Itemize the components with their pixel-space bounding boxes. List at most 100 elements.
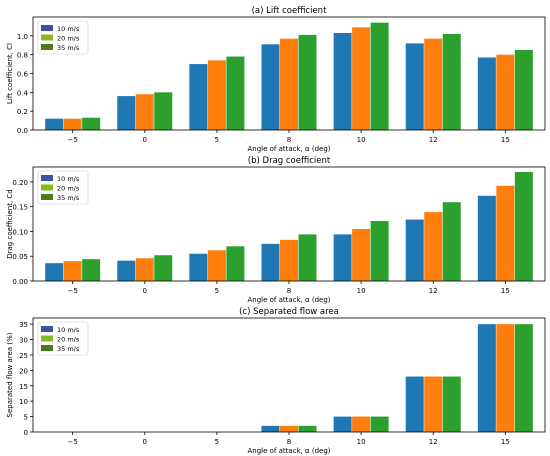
chart-title-c: (c) Separated flow area <box>239 307 339 317</box>
legend-swatch-c-0 <box>41 326 53 332</box>
bar-b-s2-c1 <box>154 255 173 281</box>
bar-a-s2-c6 <box>514 49 533 130</box>
bar-a-s0-c6 <box>477 57 496 130</box>
bar-a-s1-c1 <box>135 94 154 130</box>
legend-label-a-1: 20 m/s <box>57 35 80 43</box>
bar-a-s2-c3 <box>298 34 317 130</box>
bar-a-s2-c1 <box>154 92 173 130</box>
bar-c-s1-c6 <box>496 324 515 432</box>
legend-label-b-1: 20 m/s <box>57 185 80 193</box>
x-tick-label-c-3: 8 <box>287 438 291 446</box>
chart-title-a: (a) Lift coefficient <box>252 6 327 16</box>
y-tick-label-a-0: 0.0 <box>17 127 28 135</box>
x-tick-label-a-3: 8 <box>287 136 291 144</box>
y-tick-label-a-1: 0.2 <box>17 108 28 116</box>
x-axis-label-c: Angle of attack, α (deg) <box>247 447 330 455</box>
bar-b-s0-c5 <box>405 219 424 281</box>
legend-swatch-a-0 <box>41 25 53 31</box>
bar-a-s1-c6 <box>496 54 515 130</box>
legend-label-b-2: 35 m/s <box>57 194 80 202</box>
y-tick-label-c-7: 35 <box>19 321 28 329</box>
bar-b-s0-c0 <box>45 263 64 281</box>
x-tick-label-a-1: 0 <box>143 136 147 144</box>
x-tick-label-b-6: 15 <box>501 287 510 295</box>
legend-label-b-0: 10 m/s <box>57 175 80 183</box>
bar-a-s2-c2 <box>226 56 245 130</box>
y-tick-label-c-1: 5 <box>24 414 28 422</box>
bar-c-s0-c3 <box>261 425 280 432</box>
bar-a-s0-c2 <box>189 64 208 130</box>
bar-b-s2-c5 <box>442 202 461 281</box>
x-tick-label-c-2: 5 <box>215 438 219 446</box>
bar-b-s0-c3 <box>261 243 280 281</box>
bar-c-s2-c3 <box>298 425 317 432</box>
x-tick-label-a-6: 15 <box>501 136 510 144</box>
bar-c-s0-c4 <box>333 416 352 432</box>
y-tick-label-b-3: 0.15 <box>12 204 28 212</box>
legend-swatch-b-2 <box>41 194 53 200</box>
bar-a-s1-c4 <box>352 27 371 130</box>
bar-a-s0-c0 <box>45 118 64 130</box>
bar-b-s0-c2 <box>189 253 208 281</box>
y-tick-label-c-6: 30 <box>19 337 28 345</box>
x-tick-label-a-4: 10 <box>357 136 366 144</box>
legend-swatch-b-0 <box>41 175 53 181</box>
y-tick-label-c-0: 0 <box>24 429 28 437</box>
x-tick-label-b-2: 5 <box>215 287 219 295</box>
y-tick-label-a-4: 0.8 <box>17 52 28 60</box>
bar-a-s0-c1 <box>117 96 136 130</box>
bar-b-s2-c2 <box>226 246 245 281</box>
x-tick-label-c-0: −5 <box>67 438 77 446</box>
legend-swatch-a-2 <box>41 44 53 50</box>
x-axis-label-b: Angle of attack, α (deg) <box>247 296 330 304</box>
bar-b-s1-c1 <box>135 258 154 281</box>
x-tick-label-b-1: 0 <box>143 287 147 295</box>
y-tick-label-a-2: 0.4 <box>17 89 29 97</box>
legend-label-c-1: 20 m/s <box>57 336 80 344</box>
bar-c-s0-c6 <box>477 324 496 432</box>
legend-swatch-b-1 <box>41 184 53 191</box>
bar-b-s2-c4 <box>370 221 389 281</box>
bar-b-s1-c2 <box>207 250 226 281</box>
bar-b-s1-c3 <box>280 239 298 281</box>
x-tick-label-c-6: 15 <box>501 438 510 446</box>
y-tick-label-c-3: 15 <box>19 383 28 391</box>
x-tick-label-b-3: 8 <box>287 287 291 295</box>
bar-a-s1-c2 <box>207 60 226 130</box>
bar-c-s2-c4 <box>370 416 389 432</box>
legend-swatch-c-2 <box>41 345 53 351</box>
x-tick-label-b-0: −5 <box>67 287 77 295</box>
bar-c-s2-c5 <box>442 376 461 432</box>
bar-c-s2-c6 <box>514 324 533 432</box>
y-tick-label-c-2: 10 <box>19 398 28 406</box>
plot-frame-c <box>32 317 546 433</box>
x-tick-label-a-2: 5 <box>215 136 219 144</box>
bar-c-s1-c3 <box>280 425 298 432</box>
y-tick-label-b-0: 0.00 <box>12 278 28 286</box>
y-tick-label-b-2: 0.10 <box>12 228 28 236</box>
bar-b-s0-c1 <box>117 260 136 281</box>
bar-a-s2-c5 <box>442 33 461 131</box>
bar-b-s2-c3 <box>298 234 317 281</box>
y-axis-label-b: Drag coefficient, Cd <box>6 189 14 259</box>
bar-c-s1-c5 <box>424 376 443 432</box>
y-tick-label-b-4: 0.20 <box>12 179 28 187</box>
bar-c-s0-c5 <box>405 376 424 432</box>
x-tick-label-b-5: 12 <box>429 287 438 295</box>
bar-b-s0-c4 <box>333 234 352 281</box>
bar-a-s2-c4 <box>370 22 389 130</box>
bar-a-s0-c4 <box>333 33 352 131</box>
legend-label-a-0: 10 m/s <box>57 25 80 33</box>
y-tick-label-c-4: 20 <box>19 367 28 375</box>
bar-b-s1-c5 <box>424 212 443 281</box>
bar-b-s0-c6 <box>477 195 496 281</box>
legend-label-c-0: 10 m/s <box>57 326 80 334</box>
bar-a-s0-c3 <box>261 44 280 131</box>
legend-swatch-a-1 <box>41 34 53 41</box>
chart-title-b: (b) Drag coefficient <box>248 156 331 166</box>
y-axis-label-c: Separated flow area (%) <box>6 332 14 417</box>
x-tick-label-c-4: 10 <box>357 438 366 446</box>
bar-a-s1-c0 <box>63 118 82 130</box>
bar-b-s2-c0 <box>82 259 101 281</box>
